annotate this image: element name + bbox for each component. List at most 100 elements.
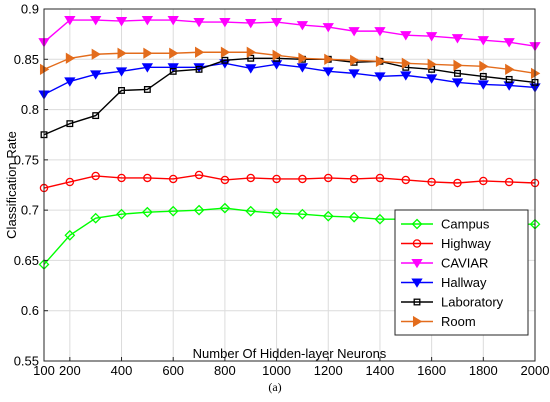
data-point-campus — [141, 206, 153, 218]
y-tick-label: 0.65 — [14, 253, 39, 268]
data-point-hallway — [477, 80, 489, 90]
data-point-campus — [116, 208, 127, 220]
legend: Campus Highway CAVIAR Hallway Laboratory Room — [394, 209, 529, 336]
data-point-room — [117, 47, 127, 59]
legend-item-room: Room — [401, 314, 476, 329]
data-point-highway — [91, 171, 100, 181]
data-point-room — [401, 57, 412, 69]
data-point-highway — [246, 173, 255, 183]
data-point-highway — [168, 174, 178, 184]
x-tick-label: 800 — [214, 363, 236, 378]
series-line-laboratory — [43, 57, 536, 136]
legend-item-laboratory: Laboratory — [401, 295, 504, 310]
x-tick-label: 1200 — [314, 363, 343, 378]
x-tick-label: 2000 — [521, 363, 550, 378]
axes-box — [43, 8, 536, 362]
data-point-caviar — [400, 31, 412, 41]
data-point-caviar — [270, 18, 283, 28]
data-point-highway — [504, 177, 514, 187]
data-point-room — [246, 46, 257, 58]
data-point-highway — [324, 173, 333, 183]
data-point-caviar — [115, 17, 128, 27]
legend-label: Laboratory — [441, 295, 504, 310]
data-point-caviar — [193, 18, 205, 28]
data-point-room — [505, 63, 515, 75]
data-point-campus — [271, 207, 282, 219]
data-point-caviar — [425, 32, 438, 42]
tick-labels: 100 200 400 600 800 1000 1200 1400 1600 1800 2000 0… — [14, 2, 550, 379]
data-point-room — [91, 48, 101, 60]
data-point-hallway — [425, 74, 438, 84]
legend-item-caviar: CAVIAR — [401, 256, 488, 271]
y-tick-label: 0.9 — [21, 2, 39, 17]
x-tick-label: 200 — [59, 363, 81, 378]
data-point-hallway — [322, 67, 334, 77]
y-tick-label: 0.85 — [14, 52, 39, 67]
data-point-caviar — [322, 23, 334, 33]
data-point-caviar — [167, 16, 179, 26]
legend-label: CAVIAR — [441, 256, 488, 271]
data-point-campus — [167, 205, 179, 217]
legend-label: Room — [441, 314, 476, 329]
data-point-hallway — [348, 69, 360, 79]
data-point-highway — [401, 175, 411, 185]
data-point-room — [375, 55, 386, 67]
data-point-highway — [298, 174, 307, 184]
series-caviar — [38, 16, 541, 52]
data-point-room — [272, 49, 282, 61]
data-point-caviar — [64, 16, 76, 26]
data-point-room — [350, 54, 360, 66]
data-point-laboratory — [66, 120, 74, 128]
data-point-laboratory — [221, 56, 229, 64]
data-point-hallway — [167, 63, 179, 73]
legend-swatch-marker — [411, 278, 423, 288]
y-tick-label: 0.7 — [21, 203, 39, 218]
data-point-laboratory — [195, 65, 203, 73]
data-point-highway — [427, 177, 436, 187]
data-point-campus — [219, 202, 231, 214]
data-point-room — [169, 47, 179, 59]
x-tick-label: 600 — [162, 363, 184, 378]
legend-label: Hallway — [441, 275, 487, 290]
data-point-highway — [220, 175, 230, 185]
legend-label: Highway — [441, 236, 491, 251]
y-tick-label: 0.75 — [14, 152, 39, 167]
data-point-highway — [194, 170, 204, 180]
series-line-highway — [43, 174, 536, 189]
x-tick-label: 100 — [33, 363, 55, 378]
data-point-highway — [479, 176, 488, 186]
data-point-hallway — [451, 78, 464, 88]
legend-swatch-marker — [411, 258, 423, 269]
legend-item-highway: Highway — [401, 236, 491, 251]
x-axis-label: Number Of Hidden-layer Neurons — [193, 346, 387, 361]
legend-swatch-marker — [413, 298, 421, 306]
data-point-campus — [297, 208, 308, 220]
series-layer — [38, 16, 541, 270]
legend-swatch-marker — [412, 239, 422, 248]
y-tick-label: 0.8 — [21, 102, 39, 117]
y-tick-label: 0.6 — [21, 303, 39, 318]
data-point-laboratory — [505, 75, 513, 83]
legend-label: Campus — [441, 217, 490, 232]
data-point-highway — [349, 174, 359, 184]
x-tick-label: 1800 — [469, 363, 498, 378]
data-point-hallway — [64, 77, 76, 87]
data-point-highway — [65, 177, 75, 187]
data-point-caviar — [503, 38, 515, 48]
data-point-hallway — [115, 67, 128, 77]
data-point-caviar — [374, 27, 386, 37]
data-point-campus — [374, 213, 386, 225]
series-highway — [39, 170, 540, 193]
legend-swatch-marker — [411, 218, 423, 230]
data-point-caviar — [451, 34, 464, 44]
data-point-laboratory — [118, 87, 125, 94]
data-point-caviar — [477, 36, 489, 46]
x-tick-label: 400 — [111, 363, 133, 378]
data-point-campus — [64, 229, 76, 241]
data-point-hallway — [400, 71, 412, 81]
data-point-campus — [322, 210, 334, 222]
data-point-highway — [375, 173, 385, 183]
series-line-caviar — [43, 19, 536, 47]
data-point-hallway — [141, 63, 154, 73]
